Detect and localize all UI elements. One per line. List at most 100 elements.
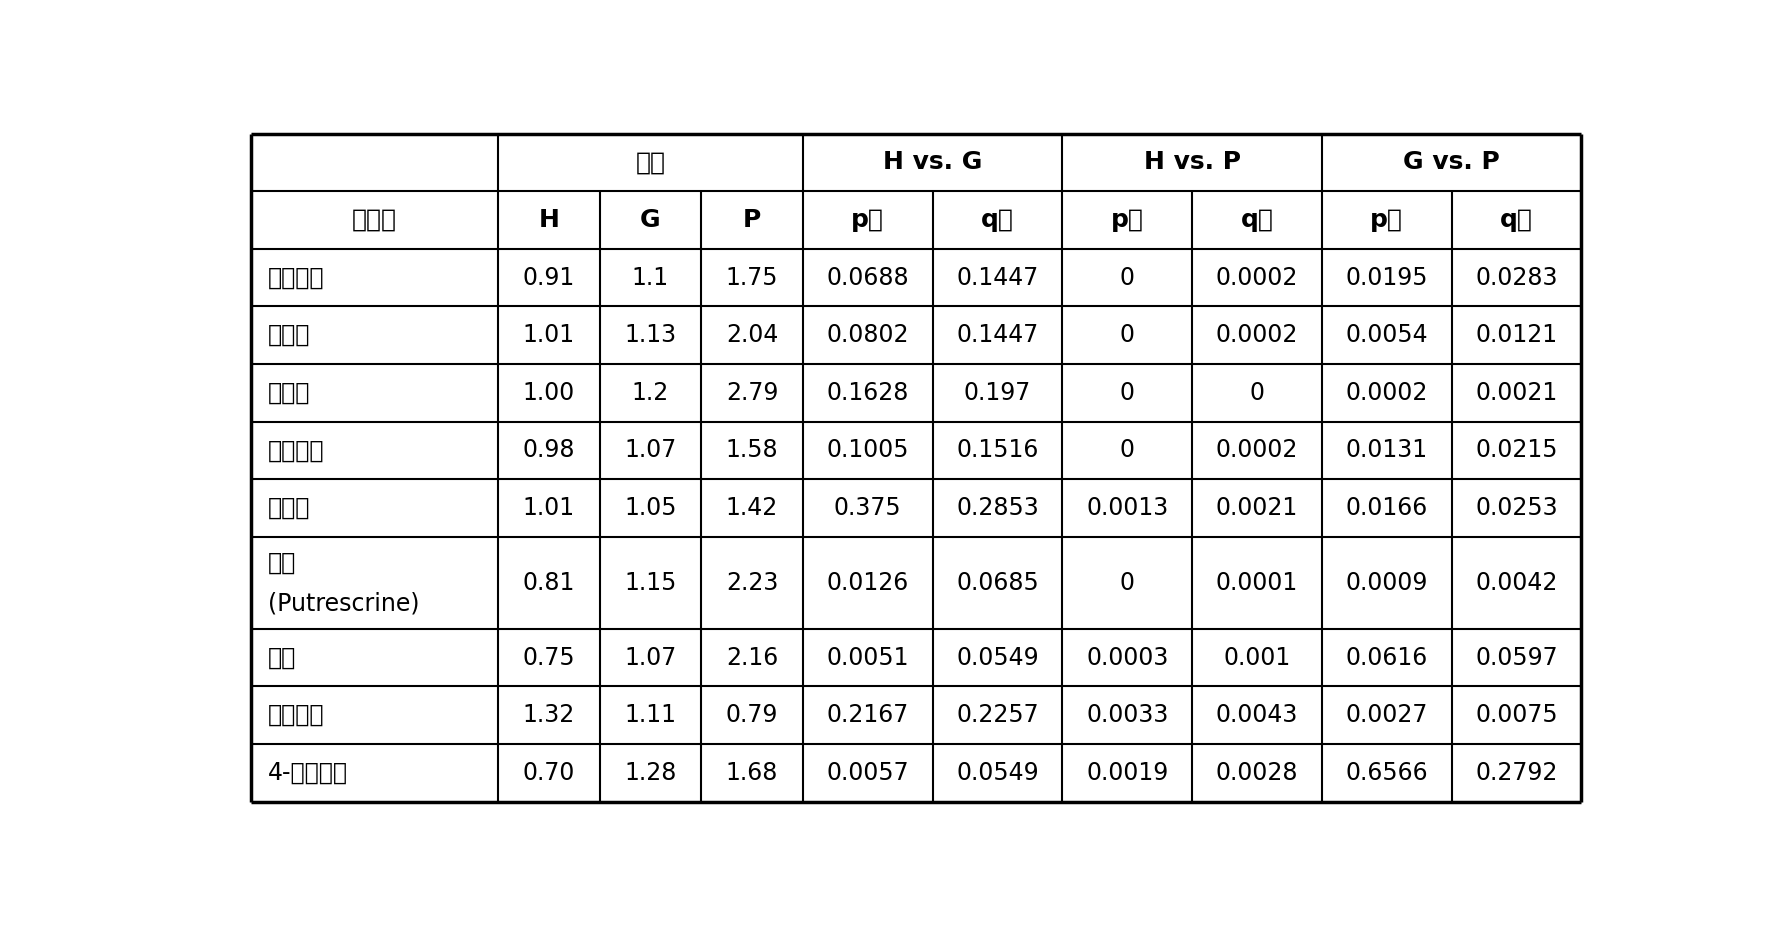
Text: q值: q值 [982,208,1014,232]
Text: 1.01: 1.01 [522,323,576,347]
Text: 谷氨酰胺: 谷氨酰胺 [268,703,324,727]
Text: 1.15: 1.15 [624,571,676,595]
Text: 0.197: 0.197 [964,381,1032,405]
Text: 0.2257: 0.2257 [957,703,1039,727]
Text: 1.68: 1.68 [726,760,778,785]
Text: q值: q值 [1241,208,1273,232]
Text: H: H [538,208,560,232]
Text: 0.2853: 0.2853 [957,496,1039,520]
Text: 0.0688: 0.0688 [826,266,908,289]
Text: 0.0054: 0.0054 [1346,323,1429,347]
Text: 0.0051: 0.0051 [826,646,908,670]
Text: 0.75: 0.75 [522,646,576,670]
Text: 0.0043: 0.0043 [1216,703,1298,727]
Text: 0.6566: 0.6566 [1346,760,1429,785]
Text: 1.05: 1.05 [624,496,676,520]
Text: 0.1005: 0.1005 [826,439,908,463]
Text: 1.2: 1.2 [631,381,669,405]
Text: 0.0195: 0.0195 [1346,266,1429,289]
Text: 0.375: 0.375 [833,496,901,520]
Text: 2.04: 2.04 [726,323,778,347]
Text: p值: p值 [851,208,883,232]
Text: 0.0131: 0.0131 [1346,439,1429,463]
Text: G: G [640,208,662,232]
Text: 0.0549: 0.0549 [957,646,1039,670]
Text: 0.0027: 0.0027 [1346,703,1429,727]
Text: 1.01: 1.01 [522,496,576,520]
Text: 0.001: 0.001 [1223,646,1291,670]
Text: 0.0013: 0.0013 [1085,496,1168,520]
Text: 1.28: 1.28 [624,760,676,785]
Text: 0: 0 [1119,571,1135,595]
Text: 0.0253: 0.0253 [1475,496,1557,520]
Text: p值: p值 [1110,208,1144,232]
Text: 1.07: 1.07 [624,646,676,670]
Text: 0: 0 [1119,439,1135,463]
Text: 0.0002: 0.0002 [1346,381,1429,405]
Text: (Putrescrine): (Putrescrine) [268,591,420,615]
Text: H vs. G: H vs. G [883,150,982,174]
Text: 0.0009: 0.0009 [1346,571,1429,595]
Text: 0.98: 0.98 [522,439,576,463]
Text: 1.75: 1.75 [726,266,778,289]
Text: G vs. P: G vs. P [1404,150,1500,174]
Text: 0.0121: 0.0121 [1475,323,1557,347]
Text: 尸胺: 尸胺 [268,646,297,670]
Text: 苯丙氨酸: 苯丙氨酸 [268,439,324,463]
Text: 0.1516: 0.1516 [957,439,1039,463]
Text: 0.0685: 0.0685 [957,571,1039,595]
Text: 0.0597: 0.0597 [1475,646,1557,670]
Text: 均值: 均值 [635,150,665,174]
Text: 0.2167: 0.2167 [826,703,908,727]
Text: 0.79: 0.79 [726,703,778,727]
Text: 1.42: 1.42 [726,496,778,520]
Text: 0.0019: 0.0019 [1085,760,1168,785]
Text: 腐胺: 腐胺 [268,550,297,575]
Text: 0.1447: 0.1447 [957,266,1039,289]
Text: 亮氨酸: 亮氨酸 [268,323,309,347]
Text: 0: 0 [1119,266,1135,289]
Text: 0.1628: 0.1628 [826,381,908,405]
Text: p值: p值 [1370,208,1404,232]
Text: 0.0002: 0.0002 [1216,439,1298,463]
Text: 0.0616: 0.0616 [1346,646,1429,670]
Text: 0.0003: 0.0003 [1085,646,1168,670]
Text: 1.13: 1.13 [624,323,676,347]
Text: 0: 0 [1119,323,1135,347]
Text: 2.79: 2.79 [726,381,778,405]
Text: 0: 0 [1119,381,1135,405]
Text: 0: 0 [1250,381,1264,405]
Text: 2.16: 2.16 [726,646,778,670]
Text: 1.07: 1.07 [624,439,676,463]
Text: 1.32: 1.32 [522,703,576,727]
Text: 0.0002: 0.0002 [1216,266,1298,289]
Text: 0.0042: 0.0042 [1475,571,1557,595]
Text: 0.2792: 0.2792 [1475,760,1557,785]
Text: H vs. P: H vs. P [1144,150,1241,174]
Text: 0.0166: 0.0166 [1346,496,1429,520]
Text: 0.0057: 0.0057 [826,760,908,785]
Text: 酪氨酸: 酪氨酸 [268,496,309,520]
Text: 赖氨酸: 赖氨酸 [268,381,309,405]
Text: 0.0021: 0.0021 [1216,496,1298,520]
Text: 1.1: 1.1 [631,266,669,289]
Text: 0.0033: 0.0033 [1085,703,1168,727]
Text: 0.1447: 0.1447 [957,323,1039,347]
Text: 0.0001: 0.0001 [1216,571,1298,595]
Text: 0.0215: 0.0215 [1475,439,1557,463]
Text: 0.0126: 0.0126 [826,571,908,595]
Text: 0.70: 0.70 [522,760,576,785]
Text: 0.0802: 0.0802 [826,323,908,347]
Text: 2.23: 2.23 [726,571,778,595]
Text: 1.00: 1.00 [522,381,576,405]
Text: 0.91: 0.91 [522,266,576,289]
Text: q值: q值 [1500,208,1532,232]
Text: 0.0283: 0.0283 [1475,266,1557,289]
Text: 0.0021: 0.0021 [1475,381,1557,405]
Text: 化合物: 化合物 [352,208,397,232]
Text: 0.0002: 0.0002 [1216,323,1298,347]
Text: 1.11: 1.11 [624,703,676,727]
Text: 异亮氨酸: 异亮氨酸 [268,266,324,289]
Text: 0.0075: 0.0075 [1475,703,1557,727]
Text: 0.0028: 0.0028 [1216,760,1298,785]
